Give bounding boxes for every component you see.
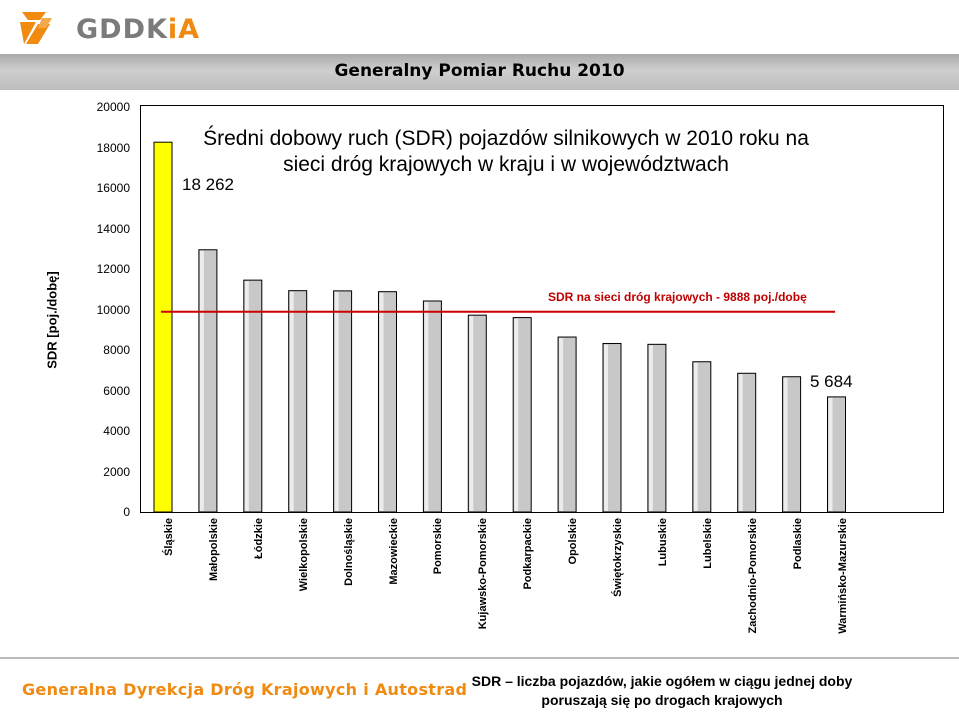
footer-divider <box>0 657 959 659</box>
footer-organization: Generalna Dyrekcja Dróg Krajowych i Auto… <box>22 680 468 699</box>
x-tick-label: Opolskie <box>567 518 580 565</box>
y-tick-label: 8000 <box>103 343 130 357</box>
y-tick-label: 0 <box>123 505 130 519</box>
x-tick-label: Dolnośląskie <box>342 518 355 586</box>
y-tick-label: 4000 <box>103 424 130 438</box>
min-value-label: 5 684 <box>810 372 853 391</box>
y-axis-label-text: SDR [poj./dobę] <box>44 271 60 369</box>
y-tick-label: 16000 <box>96 181 130 195</box>
bar-highlight-9 <box>514 318 519 511</box>
gddkia-logo: GDDKiA <box>16 8 216 48</box>
x-tick-label: Mazowieckie <box>387 518 400 585</box>
y-tick-label: 10000 <box>96 302 130 317</box>
bar-1 <box>153 141 173 513</box>
chart-title-line2: sieci dróg krajowych w kraju i w wojewód… <box>283 153 729 176</box>
bar-highlight-3 <box>244 281 249 511</box>
x-tick-label: Wielkopolskie <box>297 518 310 592</box>
logo-text: GDDKiA <box>76 14 200 45</box>
x-tick-label: Kujawsko-Pomorskie <box>477 518 490 630</box>
bar-highlight-10 <box>559 338 564 511</box>
x-tick-label: Podlaskie <box>791 518 804 570</box>
y-tick-label: 18000 <box>96 140 130 155</box>
bar-highlight-2 <box>199 250 204 511</box>
y-tick-label: 12000 <box>96 262 130 276</box>
bar-highlight-15 <box>783 377 788 511</box>
banner-title: Generalny Pomiar Ruchu 2010 <box>334 61 625 81</box>
chart-title-line1: Średni dobowy ruch (SDR) pojazdów silnik… <box>203 127 809 150</box>
bar-highlight-6 <box>379 292 384 511</box>
title-banner: Generalny Pomiar Ruchu 2010 <box>0 54 959 90</box>
logo-text-part2: iA <box>167 14 201 45</box>
bar-highlight-12 <box>648 345 653 511</box>
x-tick-label: Warmińsko-Mazurskie <box>836 518 849 634</box>
bar-highlight-8 <box>469 316 474 511</box>
x-tick-label: Lubelskie <box>701 518 714 569</box>
x-tick-label: Małopolskie <box>207 518 220 581</box>
max-value-label: 18 262 <box>182 175 234 194</box>
footer-definition-line1: SDR – liczba pojazdów, jakie ogółem w ci… <box>471 673 853 689</box>
x-tick-label: Lubuskie <box>656 518 669 567</box>
bar-highlight-4 <box>289 291 294 511</box>
x-tick-label: Zachodnio-Pomorskie <box>746 518 759 634</box>
x-tick-label: Pomorskie <box>432 518 445 575</box>
logo-emblem-icon <box>20 12 52 44</box>
logo-text-part1: GDDK <box>76 14 168 45</box>
bar-highlight-7 <box>424 301 429 511</box>
bar-highlight-5 <box>334 291 339 511</box>
chart-title: Średni dobowy ruch (SDR) pojazdów silnik… <box>176 126 836 178</box>
y-tick-label: 2000 <box>103 464 130 479</box>
footer-definition: SDR – liczba pojazdów, jakie ogółem w ci… <box>452 672 872 710</box>
reference-line-label: SDR na sieci dróg krajowych - 9888 poj./… <box>548 290 807 304</box>
bar-highlight-16 <box>828 397 833 511</box>
x-tick-label: Śląskie <box>163 518 175 556</box>
footer-definition-line2: poruszają się po drogach krajowych <box>541 692 783 708</box>
y-tick-label: 6000 <box>103 383 130 398</box>
y-tick-label: 20000 <box>96 100 130 114</box>
x-tick-label: Łódzkie <box>252 518 265 559</box>
bar-highlight-14 <box>738 374 743 511</box>
bar-highlight-11 <box>604 344 608 511</box>
x-tick-label: Świętokrzyskie <box>612 518 624 597</box>
x-tick-label: Podkarpackie <box>522 518 535 590</box>
y-tick-label: 14000 <box>96 221 130 236</box>
bar-highlight-13 <box>693 362 698 511</box>
plot-area <box>140 105 944 513</box>
